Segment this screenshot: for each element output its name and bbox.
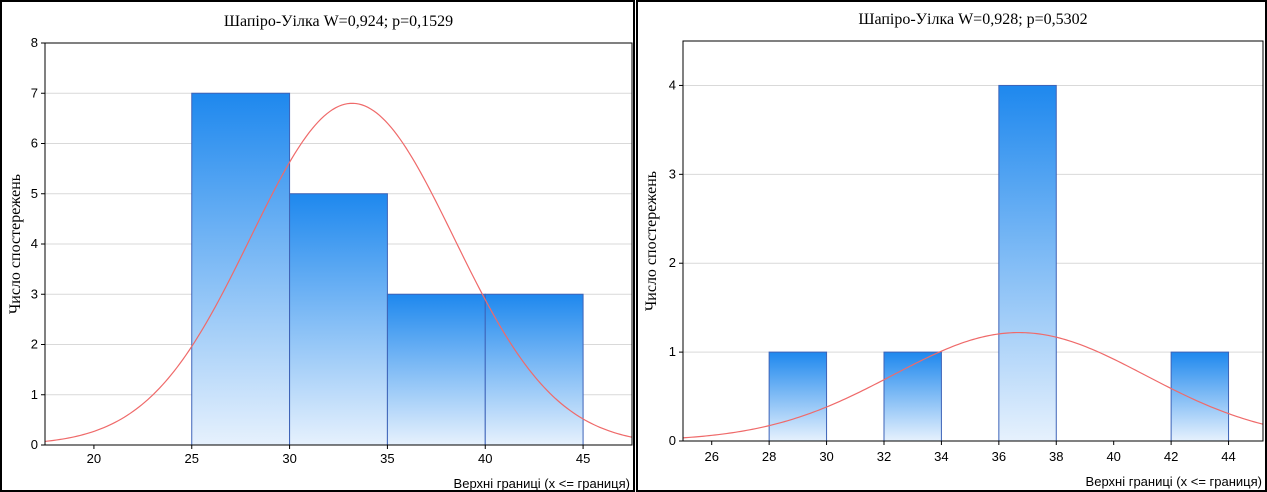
x-axis-label: Верхні границі (x <= границя): [1086, 474, 1262, 489]
x-tick-label: 36: [992, 449, 1006, 464]
y-tick-label: 0: [669, 433, 676, 448]
x-tick-label: 44: [1221, 449, 1235, 464]
x-axis-label: Верхні границі (x <= границя): [454, 476, 630, 491]
y-tick-label: 3: [669, 166, 676, 181]
chart-title: Шапіро-Уілка W=0,928; p=0,5302: [858, 11, 1087, 28]
y-tick-label: 7: [31, 85, 38, 100]
y-tick-label: 3: [31, 286, 38, 301]
x-tick-label: 30: [282, 451, 296, 466]
panel-frame: [0, 0, 635, 492]
plot-area-border: [682, 40, 1264, 442]
histogram-panel-left: Шапіро-Уілка W=0,924; p=0,1529 0 1 2 3 4 5 6 7 8 2…: [0, 0, 635, 492]
histogram-bar: [883, 351, 942, 442]
histogram-bar: [289, 193, 388, 446]
y-tick-label: 2: [669, 255, 676, 270]
y-tick-label: 1: [669, 344, 676, 359]
y-tick-label: 6: [31, 136, 38, 151]
normal-curve: [683, 331, 1263, 439]
panel-frame: [636, 0, 1267, 492]
histogram-bar: [1170, 351, 1230, 442]
y-tick-label: 8: [31, 35, 38, 50]
x-tick-label: 40: [478, 451, 492, 466]
x-tick-label: 25: [185, 451, 199, 466]
x-tick-label: 32: [877, 449, 891, 464]
histogram-panel-right: Шапіро-Уілка W=0,928; p=0,5302 0 1 2 3 4 26 28 3…: [636, 0, 1267, 492]
y-axis-label: Число спостережень: [7, 174, 24, 314]
y-tick-label: 5: [31, 186, 38, 201]
x-tick-label: 35: [380, 451, 394, 466]
y-tick-label: 1: [31, 387, 38, 402]
x-tick-label: 20: [87, 451, 101, 466]
y-tick-label: 4: [669, 77, 676, 92]
x-tick-label: 26: [704, 449, 718, 464]
x-tick-label: 28: [762, 449, 776, 464]
x-tick-label: 42: [1164, 449, 1178, 464]
y-tick-label: 0: [31, 437, 38, 452]
normal-curve: [45, 102, 632, 443]
x-tick-label: 38: [1049, 449, 1063, 464]
histogram-bar: [484, 293, 584, 446]
x-tick-label: 45: [576, 451, 590, 466]
x-tick-label: 30: [819, 449, 833, 464]
x-tick-label: 40: [1106, 449, 1120, 464]
histogram-bar: [191, 92, 291, 446]
y-axis-label: Число спостережень: [643, 171, 660, 311]
x-tick-label: 34: [934, 449, 948, 464]
y-tick-label: 2: [31, 337, 38, 352]
histogram-chart-left: Шапіро-Уілка W=0,924; p=0,15290123456782…: [0, 0, 635, 492]
chart-title: Шапіро-Уілка W=0,924; p=0,1529: [224, 13, 453, 30]
y-tick-label: 4: [31, 236, 38, 251]
histogram-bar: [768, 351, 828, 442]
histogram-bar: [998, 84, 1057, 442]
histogram-bar: [386, 293, 486, 446]
